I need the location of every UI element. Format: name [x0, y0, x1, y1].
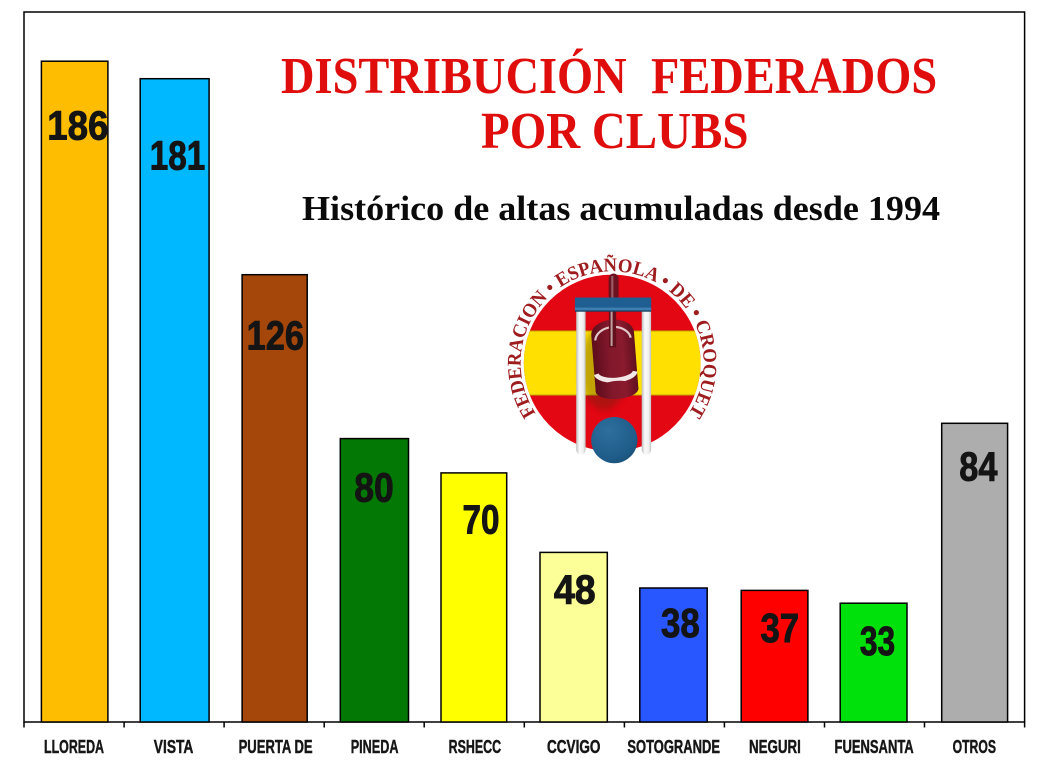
svg-text:48: 48 — [554, 567, 596, 613]
svg-text:37: 37 — [760, 605, 799, 651]
svg-text:PUERTA DE: PUERTA DE — [239, 736, 313, 757]
svg-text:NEGURI: NEGURI — [749, 736, 801, 757]
svg-text:33: 33 — [860, 618, 895, 664]
svg-text:RSHECC: RSHECC — [449, 736, 502, 757]
svg-text:181: 181 — [150, 132, 206, 178]
svg-text:VISTA: VISTA — [154, 736, 194, 757]
svg-text:CCVIGO: CCVIGO — [547, 736, 600, 757]
svg-text:126: 126 — [247, 312, 304, 358]
svg-text:POR CLUBS: POR CLUBS — [481, 103, 749, 160]
svg-text:SOTOGRANDE: SOTOGRANDE — [627, 736, 720, 757]
svg-text:84: 84 — [959, 443, 998, 489]
svg-text:80: 80 — [354, 464, 394, 510]
svg-text:PINEDA: PINEDA — [351, 736, 399, 757]
svg-text:186: 186 — [47, 102, 108, 148]
svg-text:LLOREDA: LLOREDA — [44, 736, 104, 757]
svg-text:Histórico de altas acumuladas: Histórico de altas acumuladas desde 1994 — [302, 189, 940, 228]
svg-text:OTROS: OTROS — [953, 736, 996, 757]
svg-text:FEDERADOS: FEDERADOS — [651, 48, 937, 105]
svg-text:38: 38 — [661, 600, 700, 646]
svg-text:DISTRIBUCIÓN: DISTRIBUCIÓN — [281, 47, 627, 105]
svg-text:FUENSANTA: FUENSANTA — [835, 736, 914, 757]
svg-text:70: 70 — [463, 497, 500, 543]
